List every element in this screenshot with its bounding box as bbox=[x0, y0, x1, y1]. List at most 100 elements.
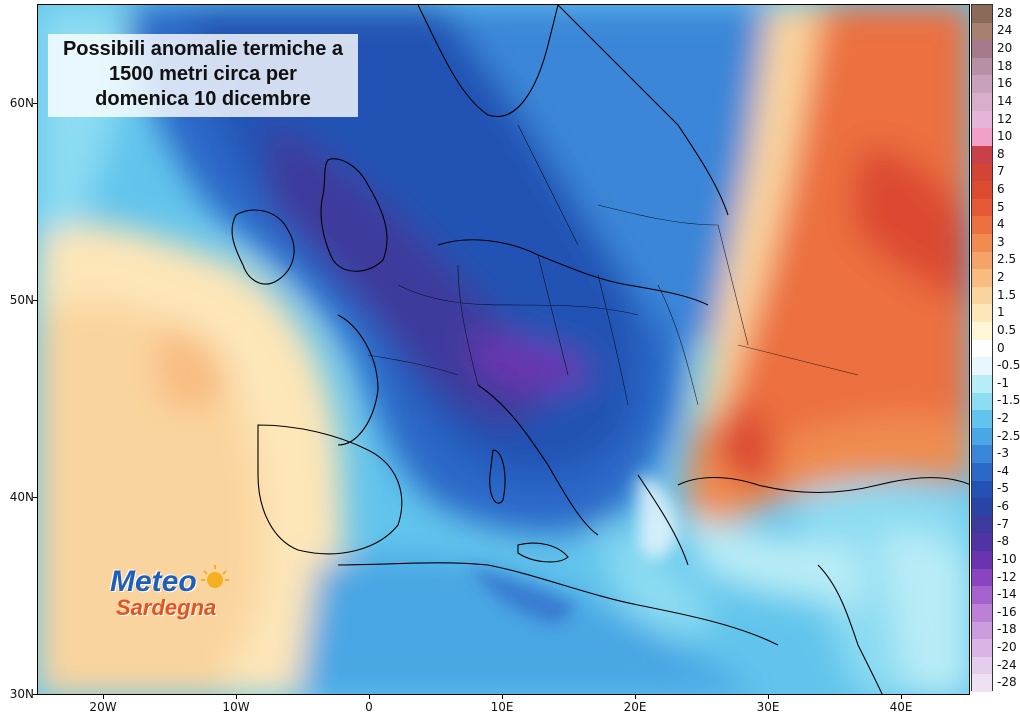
colorbar-swatch bbox=[972, 568, 992, 587]
colorbar-swatch bbox=[972, 40, 992, 59]
colorbar-swatch bbox=[972, 674, 992, 693]
lon-label-30e: 30E bbox=[756, 700, 780, 714]
colorbar-swatch bbox=[972, 427, 992, 446]
colorbar-label: -2 bbox=[997, 410, 1009, 425]
colorbar-label: 16 bbox=[997, 76, 1013, 91]
colorbar-swatch bbox=[972, 551, 992, 570]
colorbar-swatch bbox=[972, 110, 992, 129]
colorbar bbox=[971, 4, 993, 693]
borders bbox=[367, 124, 859, 406]
lon-label-10w: 10W bbox=[222, 700, 250, 714]
colorbar-swatch bbox=[972, 357, 992, 376]
lat-label-40n: 40N bbox=[9, 490, 34, 504]
colorbar-swatch bbox=[972, 234, 992, 252]
lon-tick bbox=[768, 695, 769, 699]
colorbar-label: -18 bbox=[997, 622, 1017, 637]
colorbar-label: -5 bbox=[997, 481, 1009, 496]
colorbar-label: -2.5 bbox=[997, 428, 1020, 443]
colorbar-label: 18 bbox=[997, 58, 1013, 73]
map-area bbox=[37, 4, 970, 695]
colorbar-label: 1.5 bbox=[997, 287, 1017, 302]
colorbar-label: -6 bbox=[997, 499, 1009, 514]
colorbar-label: 6 bbox=[997, 181, 1005, 196]
colorbar-swatch bbox=[972, 392, 992, 411]
colorbar-swatch bbox=[972, 93, 992, 112]
map-title: Possibili anomalie termiche a 1500 metri… bbox=[48, 34, 358, 117]
colorbar-swatch bbox=[972, 533, 992, 552]
colorbar-label: 28 bbox=[997, 5, 1013, 20]
colorbar-label: 0 bbox=[997, 340, 1005, 355]
colorbar-swatch bbox=[972, 75, 992, 94]
colorbar-label: -12 bbox=[997, 569, 1017, 584]
lat-tick bbox=[33, 497, 37, 498]
colorbar-label: -1.5 bbox=[997, 393, 1020, 408]
colorbar-swatch bbox=[972, 181, 992, 200]
colorbar-label: 24 bbox=[997, 23, 1013, 38]
title-line-3: domenica 10 dicembre bbox=[95, 88, 311, 110]
lon-label-10e: 10E bbox=[490, 700, 514, 714]
colorbar-swatch bbox=[972, 480, 992, 499]
colorbar-label: 1 bbox=[997, 305, 1005, 320]
lat-tick bbox=[33, 300, 37, 301]
colorbar-label: 20 bbox=[997, 41, 1013, 56]
anomaly-field bbox=[38, 5, 969, 694]
colorbar-label: 2.5 bbox=[997, 252, 1017, 267]
colorbar-swatch bbox=[972, 463, 992, 481]
logo-word-meteo: Meteo bbox=[110, 565, 197, 598]
colorbar-label: -20 bbox=[997, 639, 1017, 654]
colorbar-swatch bbox=[972, 639, 992, 658]
lon-tick bbox=[369, 695, 370, 699]
colorbar-label: -24 bbox=[997, 657, 1017, 672]
anomaly-detail bbox=[468, 475, 678, 625]
lat-tick bbox=[33, 103, 37, 104]
colorbar-label: 10 bbox=[997, 129, 1013, 144]
colorbar-label: -7 bbox=[997, 516, 1009, 531]
lon-label-20e: 20E bbox=[623, 700, 647, 714]
colorbar-swatch bbox=[972, 603, 992, 622]
coastlines bbox=[231, 5, 969, 694]
lon-tick bbox=[502, 695, 503, 699]
colorbar-label: -3 bbox=[997, 446, 1009, 461]
colorbar-swatch bbox=[972, 198, 992, 217]
lon-label-40e: 40E bbox=[889, 700, 913, 714]
lat-tick bbox=[33, 694, 37, 695]
colorbar-label: 4 bbox=[997, 217, 1005, 232]
colorbar-swatch bbox=[972, 128, 992, 147]
colorbar-swatch bbox=[972, 515, 992, 534]
colorbar-swatch bbox=[972, 445, 992, 464]
colorbar-label: 3 bbox=[997, 234, 1005, 249]
colorbar-label: 12 bbox=[997, 111, 1013, 126]
colorbar-label: 8 bbox=[997, 146, 1005, 161]
colorbar-swatch bbox=[972, 339, 992, 358]
colorbar-label: -14 bbox=[997, 587, 1017, 602]
colorbar-swatch bbox=[972, 5, 992, 23]
colorbar-label: -4 bbox=[997, 463, 1009, 478]
colorbar-swatch bbox=[972, 656, 992, 675]
colorbar-label: -8 bbox=[997, 534, 1009, 549]
logo-word-sardegna: Sardegna bbox=[116, 595, 217, 620]
lon-tick bbox=[236, 695, 237, 699]
lon-tick bbox=[103, 695, 104, 699]
colorbar-label: -10 bbox=[997, 551, 1017, 566]
colorbar-swatch bbox=[972, 621, 992, 640]
colorbar-label: 7 bbox=[997, 164, 1005, 179]
colorbar-swatch bbox=[972, 269, 992, 288]
lon-tick bbox=[635, 695, 636, 699]
lon-label-20w: 20W bbox=[89, 700, 117, 714]
colorbar-swatch bbox=[972, 322, 992, 341]
colorbar-swatch bbox=[972, 145, 992, 164]
lat-label-60n: 60N bbox=[9, 96, 34, 110]
colorbar-label: 14 bbox=[997, 93, 1013, 108]
colorbar-label: 0.5 bbox=[997, 322, 1017, 337]
colorbar-label: -0.5 bbox=[997, 358, 1020, 373]
colorbar-label: 2 bbox=[997, 270, 1005, 285]
colorbar-swatch bbox=[972, 22, 992, 41]
colorbar-label: 5 bbox=[997, 199, 1005, 214]
colorbar-swatch bbox=[972, 57, 992, 76]
lon-tick bbox=[901, 695, 902, 699]
colorbar-label: -16 bbox=[997, 604, 1017, 619]
colorbar-swatch bbox=[972, 163, 992, 182]
meteo-sardegna-logo: Meteo Sardegna bbox=[108, 565, 258, 635]
colorbar-label: -28 bbox=[997, 675, 1017, 690]
colorbar-swatch bbox=[972, 251, 992, 270]
